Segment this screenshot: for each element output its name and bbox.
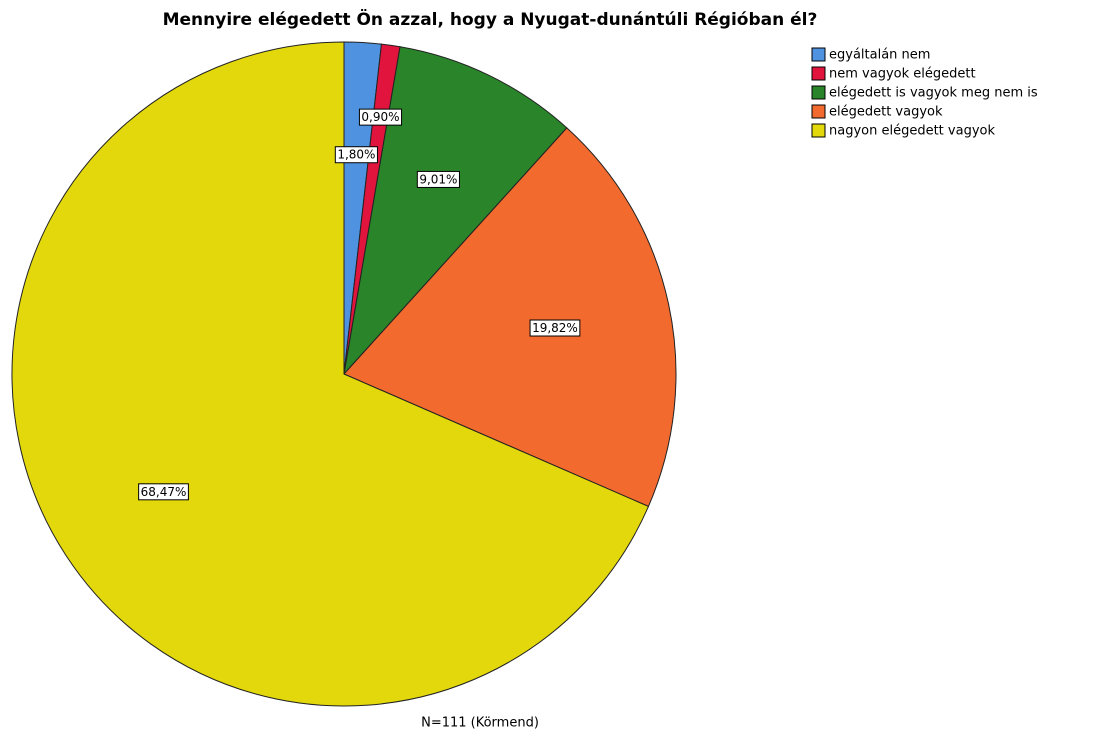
legend-label: nem vagyok elégedett	[829, 67, 976, 82]
legend-swatch	[811, 104, 826, 119]
data-label-box	[358, 108, 403, 126]
legend-swatch	[811, 66, 826, 81]
data-label: 68,47%	[138, 483, 189, 501]
legend-swatch	[811, 123, 826, 138]
legend-label: elégedett is vagyok meg nem is	[829, 86, 1038, 101]
data-label-text: 9,01%	[419, 172, 457, 186]
data-label-box	[334, 146, 378, 164]
data-label-text: 1,80%	[337, 148, 375, 162]
data-label-box	[138, 483, 189, 501]
legend-label: nagyon elégedett vagyok	[829, 124, 995, 139]
pie-slice	[343, 127, 677, 508]
pie-slice	[343, 46, 568, 376]
footnote: N=111 (Körmend)	[421, 716, 539, 731]
data-label: 0,90%	[358, 108, 403, 126]
data-label-text: 19,82%	[532, 321, 578, 335]
data-label-text: 68,47%	[141, 485, 187, 499]
data-label: 9,01%	[416, 170, 460, 188]
data-label: 19,82%	[529, 319, 581, 337]
data-label-text: 0,90%	[361, 110, 399, 124]
data-label-box	[416, 170, 460, 188]
data-label: 1,80%	[334, 146, 378, 164]
data-label-box	[529, 319, 581, 337]
legend-label: egyáltalán nem	[829, 48, 930, 63]
legend-swatch	[811, 47, 826, 62]
chart-title: Mennyire elégedett Ön azzal, hogy a Nyug…	[163, 8, 818, 30]
pie-slice	[11, 41, 650, 707]
legend-label: elégedett vagyok	[829, 105, 943, 120]
legend-swatch	[811, 85, 826, 100]
